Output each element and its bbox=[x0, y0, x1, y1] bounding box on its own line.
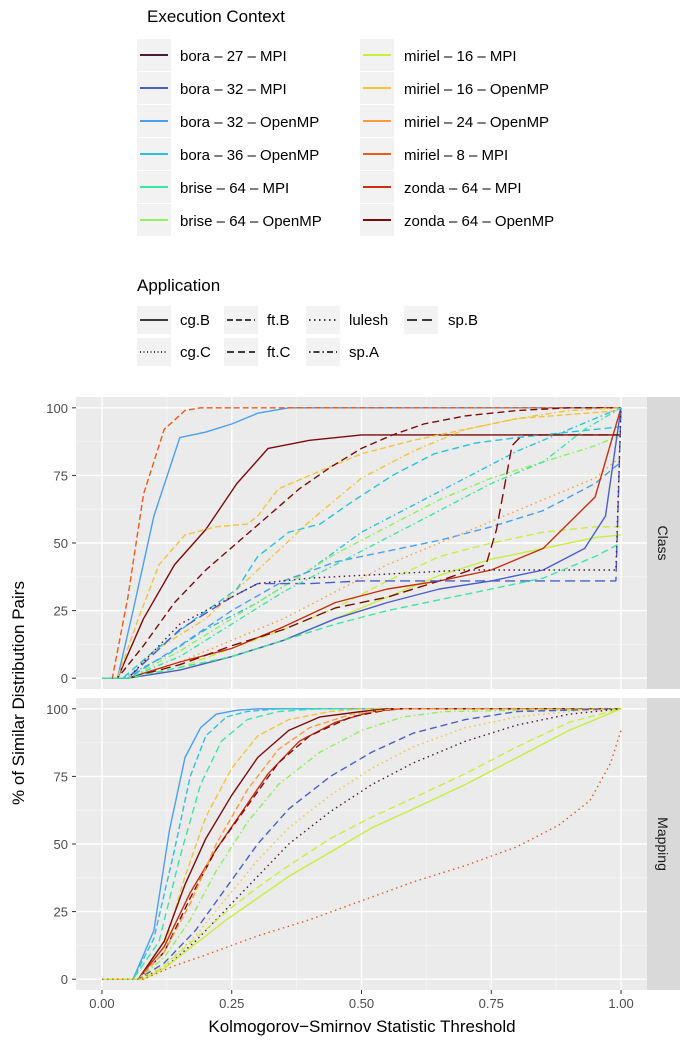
series-line bbox=[102, 407, 622, 679]
legend-application-label: sp.A bbox=[349, 344, 379, 361]
legend-context-title: Execution Context bbox=[147, 7, 285, 26]
series-line bbox=[102, 434, 622, 679]
x-tick-label: 0.00 bbox=[89, 996, 114, 1011]
legend-context-label: brise – 64 – MPI bbox=[180, 180, 289, 197]
strip-class-label: Class bbox=[655, 525, 671, 560]
legend-context-label: miriel – 8 – MPI bbox=[404, 147, 508, 164]
legend-context-label: miriel – 16 – OpenMP bbox=[404, 81, 549, 98]
y-tick-label: 100 bbox=[46, 401, 68, 416]
series-line bbox=[102, 407, 622, 679]
series-line bbox=[102, 434, 621, 679]
series-line bbox=[102, 708, 621, 980]
panel-mapping-grid bbox=[76, 698, 647, 990]
legend-context-label: brise – 64 – OpenMP bbox=[180, 213, 322, 230]
legend-context-label: zonda – 64 – OpenMP bbox=[404, 213, 554, 230]
series-line bbox=[102, 407, 621, 679]
strip-mapping-background bbox=[647, 698, 680, 990]
y-axis-label: % of Similar Distribution Pairs bbox=[9, 581, 28, 805]
y-tick-label: 25 bbox=[54, 604, 68, 619]
y-tick-label: 0 bbox=[61, 972, 68, 987]
series-line bbox=[102, 409, 622, 679]
legend-context-label: bora – 32 – OpenMP bbox=[180, 114, 319, 131]
series-line bbox=[102, 708, 622, 980]
panel-mapping: Mapping bbox=[76, 698, 680, 990]
legend-application-keys: cg.B ft.B lulesh sp.B cg.C ft.C sp.A bbox=[137, 306, 478, 366]
series-line bbox=[102, 730, 622, 980]
axes: 0 25 50 75 100 0 25 50 75 100 0.00 0.25 0.50 0.75 1.00 bbox=[46, 401, 633, 1011]
panel-class-series bbox=[102, 407, 622, 679]
series-line bbox=[102, 407, 622, 679]
series-line bbox=[102, 708, 622, 980]
series-line bbox=[102, 708, 622, 980]
legend-application-label: sp.B bbox=[448, 312, 478, 329]
legend-context-label: bora – 32 – MPI bbox=[180, 81, 287, 98]
series-line bbox=[102, 708, 621, 980]
x-tick-label: 1.00 bbox=[608, 996, 633, 1011]
panel-class: Class bbox=[76, 397, 680, 689]
x-tick-label: 0.75 bbox=[479, 996, 504, 1011]
legend-application-label: cg.B bbox=[180, 312, 210, 329]
legend-context-label: zonda – 64 – MPI bbox=[404, 180, 522, 197]
legend-context-label: miriel – 16 – MPI bbox=[404, 48, 517, 65]
series-line bbox=[102, 407, 621, 679]
series-line bbox=[102, 708, 621, 980]
x-axis-label: Kolmogorov−Smirnov Statistic Threshold bbox=[208, 1017, 515, 1036]
series-line bbox=[102, 407, 621, 679]
legend-application-label: ft.C bbox=[267, 344, 291, 361]
series-line bbox=[102, 461, 622, 679]
series-line bbox=[102, 407, 622, 679]
y-tick-label: 75 bbox=[54, 468, 68, 483]
strip-mapping-label: Mapping bbox=[655, 817, 671, 871]
panel-mapping-series bbox=[102, 708, 622, 980]
legend-context-label: bora – 36 – OpenMP bbox=[180, 147, 319, 164]
legend-application-title: Application bbox=[137, 276, 220, 295]
series-line bbox=[102, 708, 622, 980]
x-tick-label: 0.50 bbox=[349, 996, 374, 1011]
y-tick-label: 75 bbox=[54, 769, 68, 784]
legend-context-label: miriel – 24 – OpenMP bbox=[404, 114, 549, 131]
y-tick-label: 25 bbox=[54, 905, 68, 920]
x-tick-label: 0.25 bbox=[219, 996, 244, 1011]
series-line bbox=[102, 542, 622, 679]
y-tick-label: 50 bbox=[54, 536, 68, 551]
legend-application-label: lulesh bbox=[349, 312, 388, 329]
legend-context-label: bora – 27 – MPI bbox=[180, 48, 287, 65]
strip-class-background bbox=[647, 397, 680, 689]
series-line bbox=[102, 407, 622, 679]
series-line bbox=[102, 708, 621, 980]
legend-application-label: ft.B bbox=[267, 312, 290, 329]
legend-context-keys: bora – 27 – MPI bora – 32 – MPI bora – 32 … bbox=[137, 39, 554, 236]
series-line bbox=[102, 708, 621, 980]
y-tick-label: 50 bbox=[54, 837, 68, 852]
y-tick-label: 100 bbox=[46, 702, 68, 717]
y-tick-label: 0 bbox=[61, 671, 68, 686]
series-line bbox=[102, 708, 622, 980]
legend-application-label: cg.C bbox=[180, 344, 211, 361]
